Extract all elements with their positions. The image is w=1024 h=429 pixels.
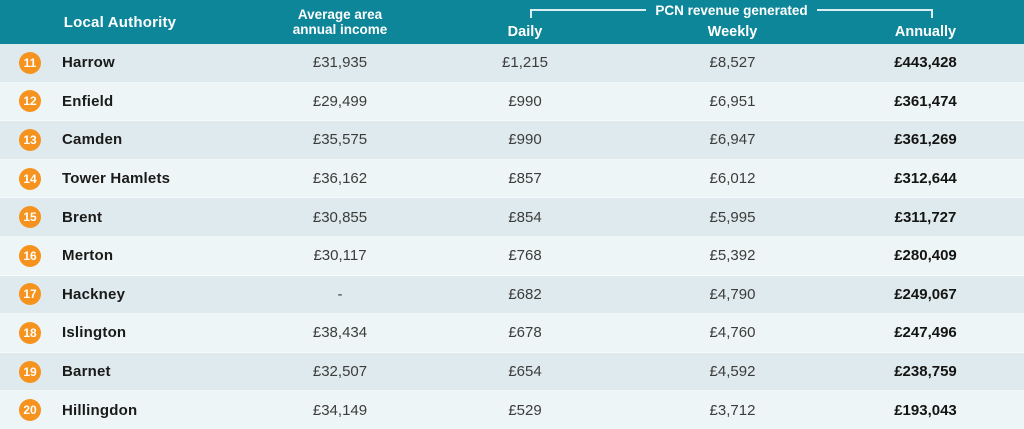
rank-cell: 13 (0, 128, 62, 151)
local-authority-name: Enfield (62, 92, 114, 110)
rank-cell: 15 (0, 206, 62, 229)
rank-cell: 17 (0, 283, 62, 306)
rank-badge: 19 (19, 360, 41, 383)
annual-revenue-value: £361,269 (894, 131, 957, 149)
weekly-revenue-value: £6,012 (709, 170, 756, 188)
bracket-left-line (530, 9, 647, 18)
rank-cell: 20 (0, 399, 62, 422)
rank-badge: 18 (19, 321, 41, 344)
rank-badge: 16 (19, 244, 41, 267)
rank-cell: 11 (0, 51, 62, 74)
rank-cell: 19 (0, 360, 62, 383)
table-row: 14 Tower Hamlets £36,162 £857 £6,012 £31… (0, 159, 1024, 199)
rank-cell: 18 (0, 321, 62, 344)
column-header-annually: Annually (894, 23, 957, 40)
daily-revenue-value: £990 (508, 131, 542, 149)
table-row: 13 Camden £35,575 £990 £6,947 £361,269 (0, 121, 1024, 160)
weekly-revenue-value: £6,951 (709, 92, 756, 110)
table-row: 19 Barnet £32,507 £654 £4,592 £238,759 (0, 352, 1024, 392)
local-authority-name: Hackney (62, 285, 126, 303)
daily-revenue-value: £678 (508, 324, 542, 342)
income-header-line2: annual income (292, 22, 388, 37)
rank-badge: 17 (19, 283, 41, 306)
table-row: 12 Enfield £29,499 £990 £6,951 £361,474 (0, 82, 1024, 122)
local-authority-name: Islington (62, 324, 127, 342)
column-header-weekly: Weekly (707, 23, 758, 40)
table-body: 11 Harrow £31,935 £1,215 £8,527 £443,428… (0, 44, 1024, 429)
daily-revenue-value: £1,215 (502, 54, 548, 72)
average-income-value: - (337, 285, 343, 303)
income-header-line1: Average area (297, 7, 383, 22)
daily-revenue-value: £529 (508, 401, 542, 419)
rank-badge: 11 (19, 51, 41, 74)
average-income-value: £36,162 (312, 170, 368, 188)
daily-revenue-value: £854 (508, 208, 542, 226)
weekly-revenue-value: £5,995 (709, 208, 756, 226)
table-header: Local Authority Average area annual inco… (0, 0, 1024, 44)
local-authority-name: Merton (62, 247, 114, 265)
average-income-value: £30,117 (313, 247, 367, 265)
daily-revenue-value: £768 (508, 247, 542, 265)
table-row: 11 Harrow £31,935 £1,215 £8,527 £443,428 (0, 44, 1024, 83)
weekly-revenue-value: £6,947 (709, 131, 756, 149)
annual-revenue-value: £238,759 (894, 363, 957, 381)
average-income-value: £35,575 (312, 131, 368, 149)
local-authority-name: Tower Hamlets (62, 170, 171, 188)
pcn-sub-headers: Daily Weekly Annually (440, 19, 1024, 44)
average-income-value: £34,149 (312, 401, 368, 419)
weekly-revenue-value: £4,592 (709, 363, 756, 381)
annual-revenue-value: £361,474 (894, 92, 957, 110)
annual-revenue-value: £311,727 (894, 208, 957, 226)
annual-revenue-value: £249,067 (894, 285, 957, 303)
average-income-value: £29,499 (312, 92, 368, 110)
annual-revenue-value: £280,409 (894, 247, 957, 265)
weekly-revenue-value: £3,712 (709, 401, 756, 419)
annual-revenue-value: £247,496 (894, 324, 957, 342)
average-income-value: £32,507 (312, 363, 368, 381)
column-header-average-income: Average area annual income (240, 0, 440, 44)
table-row: 16 Merton £30,117 £768 £5,392 £280,409 (0, 236, 1024, 276)
local-authority-name: Camden (62, 131, 123, 149)
table-row: 17 Hackney - £682 £4,790 £249,067 (0, 275, 1024, 315)
rank-cell: 16 (0, 244, 62, 267)
table-row: 20 Hillingdon £34,149 £529 £3,712 £193,0… (0, 391, 1024, 429)
weekly-revenue-value: £8,527 (709, 54, 756, 72)
rank-cell: 12 (0, 90, 62, 113)
weekly-revenue-value: £4,760 (709, 324, 756, 342)
local-authority-name: Harrow (62, 54, 115, 72)
column-header-local-authority: Local Authority (63, 13, 177, 31)
rank-badge: 12 (19, 90, 41, 113)
annual-revenue-value: £193,043 (894, 401, 957, 419)
daily-revenue-value: £857 (508, 170, 542, 188)
average-income-value: £30,855 (312, 208, 368, 226)
table-row: 15 Brent £30,855 £854 £5,995 £311,727 (0, 198, 1024, 237)
pcn-group-title: PCN revenue generated (655, 3, 808, 18)
rank-cell: 14 (0, 167, 62, 190)
daily-revenue-value: £682 (508, 285, 542, 303)
local-authority-name: Hillingdon (62, 401, 138, 419)
pcn-group-title-row: PCN revenue generated (440, 0, 1024, 19)
annual-revenue-value: £443,428 (894, 54, 957, 72)
local-authority-name: Barnet (62, 363, 111, 381)
average-income-value: £31,935 (312, 54, 368, 72)
average-income-value: £38,434 (312, 324, 368, 342)
rank-badge: 15 (19, 206, 41, 229)
weekly-revenue-value: £4,790 (709, 285, 756, 303)
column-header-daily: Daily (507, 23, 543, 40)
daily-revenue-value: £654 (508, 363, 542, 381)
weekly-revenue-value: £5,392 (709, 247, 756, 265)
annual-revenue-value: £312,644 (894, 170, 957, 188)
local-authority-name: Brent (62, 208, 103, 226)
column-group-pcn-revenue: PCN revenue generated Daily Weekly Annua… (440, 0, 1024, 44)
rank-badge: 20 (19, 399, 41, 422)
daily-revenue-value: £990 (508, 92, 542, 110)
rank-badge: 14 (19, 167, 41, 190)
bracket-right-line (816, 9, 933, 18)
table-row: 18 Islington £38,434 £678 £4,760 £247,49… (0, 314, 1024, 353)
rank-badge: 13 (19, 128, 41, 151)
